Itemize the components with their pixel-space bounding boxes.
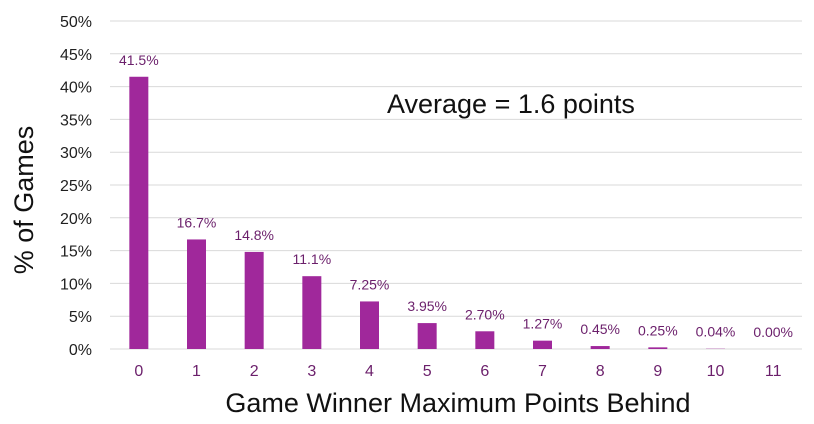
average-annotation: Average = 1.6 points <box>387 89 635 119</box>
x-tick-label: 1 <box>192 363 201 380</box>
data-label: 2.70% <box>465 306 505 322</box>
data-label: 0.45% <box>580 321 620 337</box>
data-label: 41.5% <box>119 52 159 68</box>
y-tick-label: 30% <box>60 145 92 162</box>
x-tick-label: 10 <box>707 363 725 380</box>
gridlines <box>110 20 802 350</box>
bars <box>129 76 725 349</box>
y-tick-label: 5% <box>69 309 92 326</box>
x-tick-label: 8 <box>596 363 605 380</box>
data-label: 0.00% <box>753 324 793 340</box>
x-tick-label: 0 <box>134 363 143 380</box>
x-tick-label: 3 <box>307 363 316 380</box>
data-label: 0.04% <box>696 324 736 340</box>
x-tick-label: 6 <box>480 363 489 380</box>
y-tick-label: 35% <box>60 112 92 129</box>
data-label: 11.1% <box>292 251 331 267</box>
x-tick-label: 7 <box>538 363 547 380</box>
data-label: 16.7% <box>177 214 217 230</box>
y-tick-label: 20% <box>60 211 92 228</box>
y-tick-label: 50% <box>60 14 92 31</box>
y-axis-title: % of Games <box>9 126 39 275</box>
bar <box>590 346 610 349</box>
data-label: 0.25% <box>638 322 678 338</box>
x-tick-label: 4 <box>365 363 374 380</box>
x-tick-label: 2 <box>250 363 259 380</box>
data-label: 14.8% <box>234 227 274 243</box>
data-label: 7.25% <box>350 276 390 292</box>
bar <box>533 340 552 349</box>
x-axis-ticks: 0 1 2 3 4 5 6 7 8 9 10 11 <box>134 363 781 380</box>
y-tick-label: 0% <box>69 342 92 359</box>
bar <box>360 301 379 349</box>
data-labels: 41.5% 16.7% 14.8% 11.1% 7.25% 3.95% 2.70% 1.27%… <box>119 52 793 340</box>
x-tick-label: 11 <box>765 363 782 380</box>
bar <box>417 323 437 349</box>
bar <box>187 239 206 349</box>
x-axis-title: Game Winner Maximum Points Behind <box>225 388 690 418</box>
y-tick-label: 40% <box>60 80 92 97</box>
x-tick-label: 9 <box>653 363 662 380</box>
bar <box>129 76 149 349</box>
data-label: 3.95% <box>407 298 447 314</box>
bar <box>244 251 264 349</box>
data-label: 1.27% <box>523 316 563 332</box>
y-tick-label: 45% <box>60 47 92 64</box>
y-tick-label: 25% <box>60 178 92 195</box>
y-tick-label: 15% <box>60 244 92 261</box>
bar <box>648 347 668 349</box>
bar <box>475 331 495 349</box>
x-tick-label: 5 <box>423 363 432 380</box>
y-axis-ticks: 0% 5% 10% 15% 20% 25% 30% 35% 40% 45% 50% <box>60 14 92 359</box>
bar <box>302 276 322 349</box>
y-tick-label: 10% <box>60 276 92 293</box>
